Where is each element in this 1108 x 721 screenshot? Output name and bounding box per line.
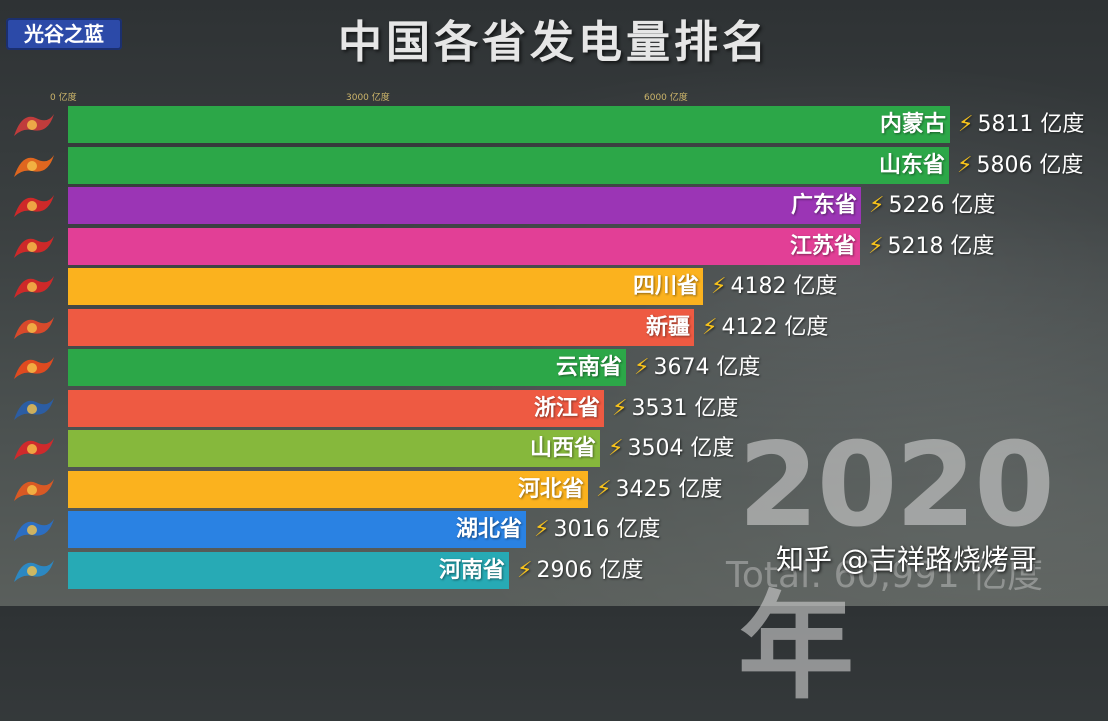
bar [68, 349, 626, 386]
lightning-icon: ⚡ [634, 355, 650, 380]
lightning-icon: ⚡ [612, 395, 628, 421]
lightning-icon: ⚡ [596, 476, 612, 502]
value-label: ⚡ 4122 亿度 [702, 309, 828, 346]
yunnan-tv-logo-icon [8, 351, 60, 385]
bar [68, 146, 949, 184]
lightning-icon: ⚡ [868, 233, 884, 259]
jiangsu-tv-logo-icon [8, 230, 60, 264]
value-text: 3531 亿度 [631, 395, 739, 421]
category-label: 浙江省 [533, 395, 600, 421]
watermark: 知乎 @吉祥路烧烤哥 [776, 543, 1037, 576]
bar [68, 470, 588, 508]
bar [68, 106, 950, 143]
lightning-icon: ⚡ [957, 152, 973, 178]
value-text: 3674 亿度 [653, 355, 761, 380]
value-text: 3425 亿度 [615, 476, 723, 502]
category-label: 广东省 [790, 193, 857, 218]
category-label: 河北省 [517, 476, 584, 502]
bar [68, 268, 703, 305]
bar [68, 430, 600, 467]
value-text: 5218 亿度 [887, 233, 995, 259]
value-label: ⚡ 3425 亿度 [596, 471, 722, 508]
sichuan-tv-logo-icon [8, 270, 60, 304]
value-text: 5811 亿度 [977, 112, 1085, 137]
category-label: 湖北省 [455, 517, 522, 542]
total-label: Total: 60,991 亿度 [726, 555, 1044, 596]
henan-tv-logo-icon [8, 554, 60, 588]
xinjiang-tv-logo-icon [8, 311, 60, 345]
channel-logo: 光谷之蓝 [6, 18, 122, 50]
lightning-icon: ⚡ [958, 112, 974, 137]
lightning-icon: ⚡ [702, 314, 718, 340]
hebei-tv-logo-icon [8, 473, 60, 507]
value-label: ⚡ 3674 亿度 [634, 349, 760, 386]
value-label: ⚡ 5218 亿度 [868, 228, 994, 265]
value-text: 3016 亿度 [553, 517, 661, 542]
axis-tick-6000: 6000 亿度 [644, 93, 688, 103]
bar [68, 551, 509, 589]
value-label: ⚡ 4182 亿度 [711, 268, 837, 305]
category-label: 山西省 [529, 436, 596, 461]
lightning-icon: ⚡ [869, 193, 885, 218]
shandong-tv-logo-icon [8, 149, 60, 183]
value-label: ⚡ 3016 亿度 [534, 511, 660, 548]
shanxi-tv-logo-icon [8, 432, 60, 466]
lightning-icon: ⚡ [517, 557, 533, 583]
guangdong-tv-logo-icon [8, 189, 60, 223]
inner-mongolia-tv-logo-icon [8, 108, 60, 142]
bar [68, 389, 604, 427]
category-label: 四川省 [632, 274, 699, 299]
axis-tick-0: 0 亿度 [50, 93, 77, 103]
bar [68, 308, 694, 346]
bar [68, 511, 526, 548]
category-label: 新疆 [645, 314, 690, 340]
value-label: ⚡ 2906 亿度 [517, 552, 643, 589]
value-text: 3504 亿度 [627, 436, 735, 461]
value-text: 4182 亿度 [730, 274, 838, 299]
value-label: ⚡ 5811 亿度 [958, 106, 1084, 143]
category-label: 河南省 [438, 557, 505, 583]
lightning-icon: ⚡ [711, 274, 727, 299]
lightning-icon: ⚡ [534, 517, 550, 542]
hubei-tv-logo-icon [8, 513, 60, 547]
zhejiang-tv-logo-icon [8, 392, 60, 426]
value-label: ⚡ 3504 亿度 [608, 430, 734, 467]
value-text: 2906 亿度 [536, 557, 644, 583]
value-label: ⚡ 5806 亿度 [957, 147, 1083, 184]
bar [68, 227, 860, 265]
value-text: 4122 亿度 [721, 314, 829, 340]
axis-tick-3000: 3000 亿度 [346, 93, 390, 103]
value-label: ⚡ 5226 亿度 [869, 187, 995, 224]
category-label: 云南省 [555, 355, 622, 380]
category-label: 山东省 [878, 152, 945, 178]
category-label: 江苏省 [789, 233, 856, 259]
bar [68, 187, 861, 224]
lightning-icon: ⚡ [608, 436, 624, 461]
value-text: 5226 亿度 [888, 193, 996, 218]
page-title: 中国各省发电量排名 [338, 17, 770, 68]
value-label: ⚡ 3531 亿度 [612, 390, 738, 427]
category-label: 内蒙古 [879, 112, 946, 137]
value-text: 5806 亿度 [976, 152, 1084, 178]
